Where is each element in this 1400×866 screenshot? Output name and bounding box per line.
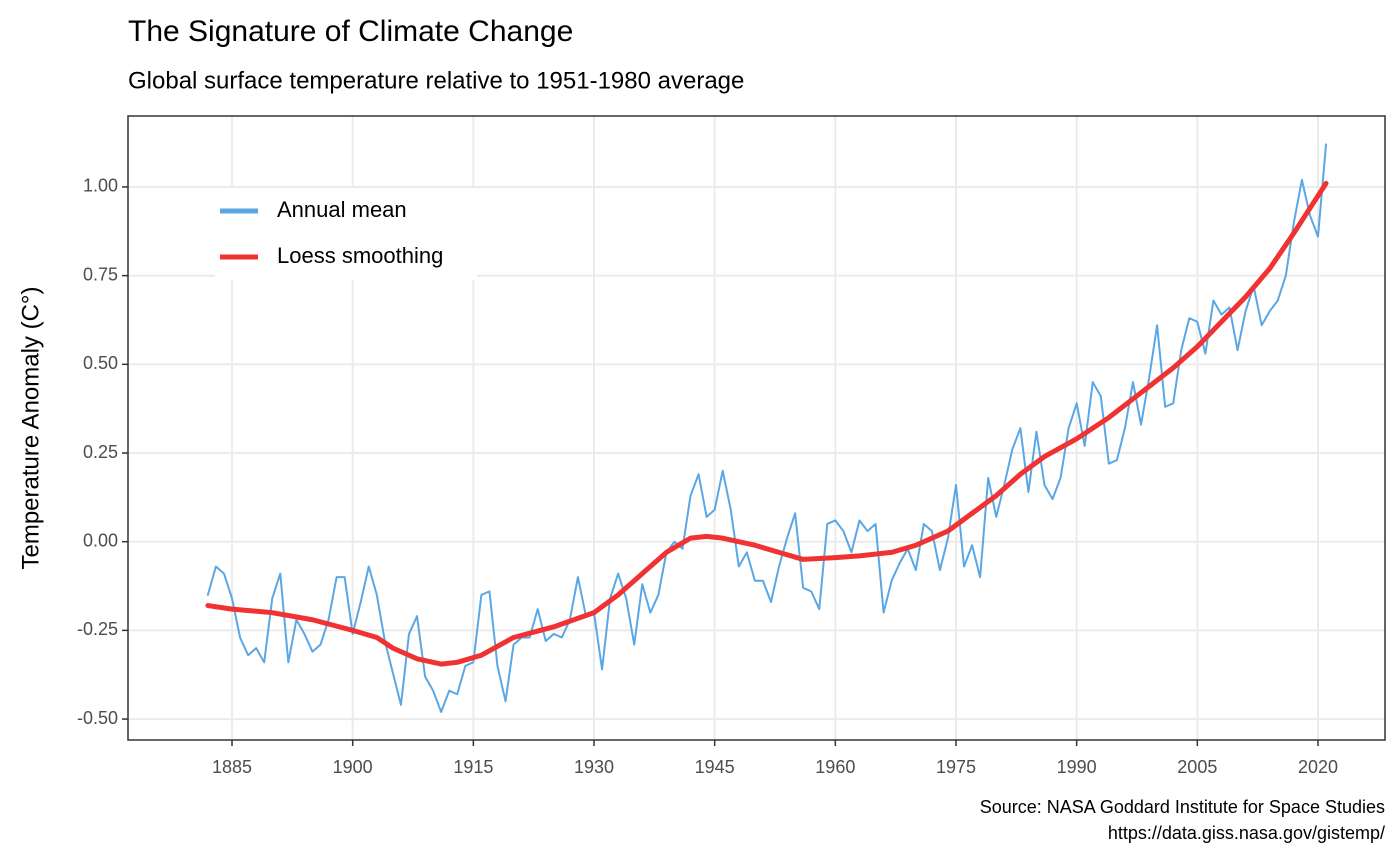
y-tick-label: 0.00 bbox=[83, 530, 118, 550]
x-tick-label: 1915 bbox=[453, 757, 493, 777]
series-line bbox=[206, 143, 1328, 713]
y-axis-label: Temperature Anomaly (C°) bbox=[17, 286, 44, 569]
y-tick-label: 0.75 bbox=[83, 264, 118, 284]
legend-label: Loess smoothing bbox=[277, 243, 443, 268]
series-line bbox=[205, 180, 1329, 667]
y-tick-label: -0.25 bbox=[77, 619, 118, 639]
x-tick-label: 1900 bbox=[333, 757, 373, 777]
x-tick-label: 1930 bbox=[574, 757, 614, 777]
y-tick-label: 0.50 bbox=[83, 353, 118, 373]
x-tick-label: 2005 bbox=[1177, 757, 1217, 777]
x-tick-label: 1975 bbox=[936, 757, 976, 777]
x-tick-label: 1990 bbox=[1057, 757, 1097, 777]
x-tick-label: 1960 bbox=[815, 757, 855, 777]
x-tick-label: 1885 bbox=[212, 757, 252, 777]
y-tick-label: 0.25 bbox=[83, 442, 118, 462]
legend-label: Annual mean bbox=[277, 197, 407, 222]
y-tick-label: -0.50 bbox=[77, 708, 118, 728]
chart-title: The Signature of Climate Change bbox=[128, 15, 573, 48]
chart-subtitle: Global surface temperature relative to 1… bbox=[128, 67, 744, 94]
x-tick-label: 1945 bbox=[695, 757, 735, 777]
caption: https://data.giss.nasa.gov/gistemp/ bbox=[1108, 823, 1385, 843]
legend-box bbox=[215, 188, 477, 280]
panel-border bbox=[127, 115, 1386, 741]
y-tick-label: 1.00 bbox=[83, 176, 118, 196]
x-tick-label: 2020 bbox=[1298, 757, 1338, 777]
caption: Source: NASA Goddard Institute for Space… bbox=[980, 797, 1385, 817]
